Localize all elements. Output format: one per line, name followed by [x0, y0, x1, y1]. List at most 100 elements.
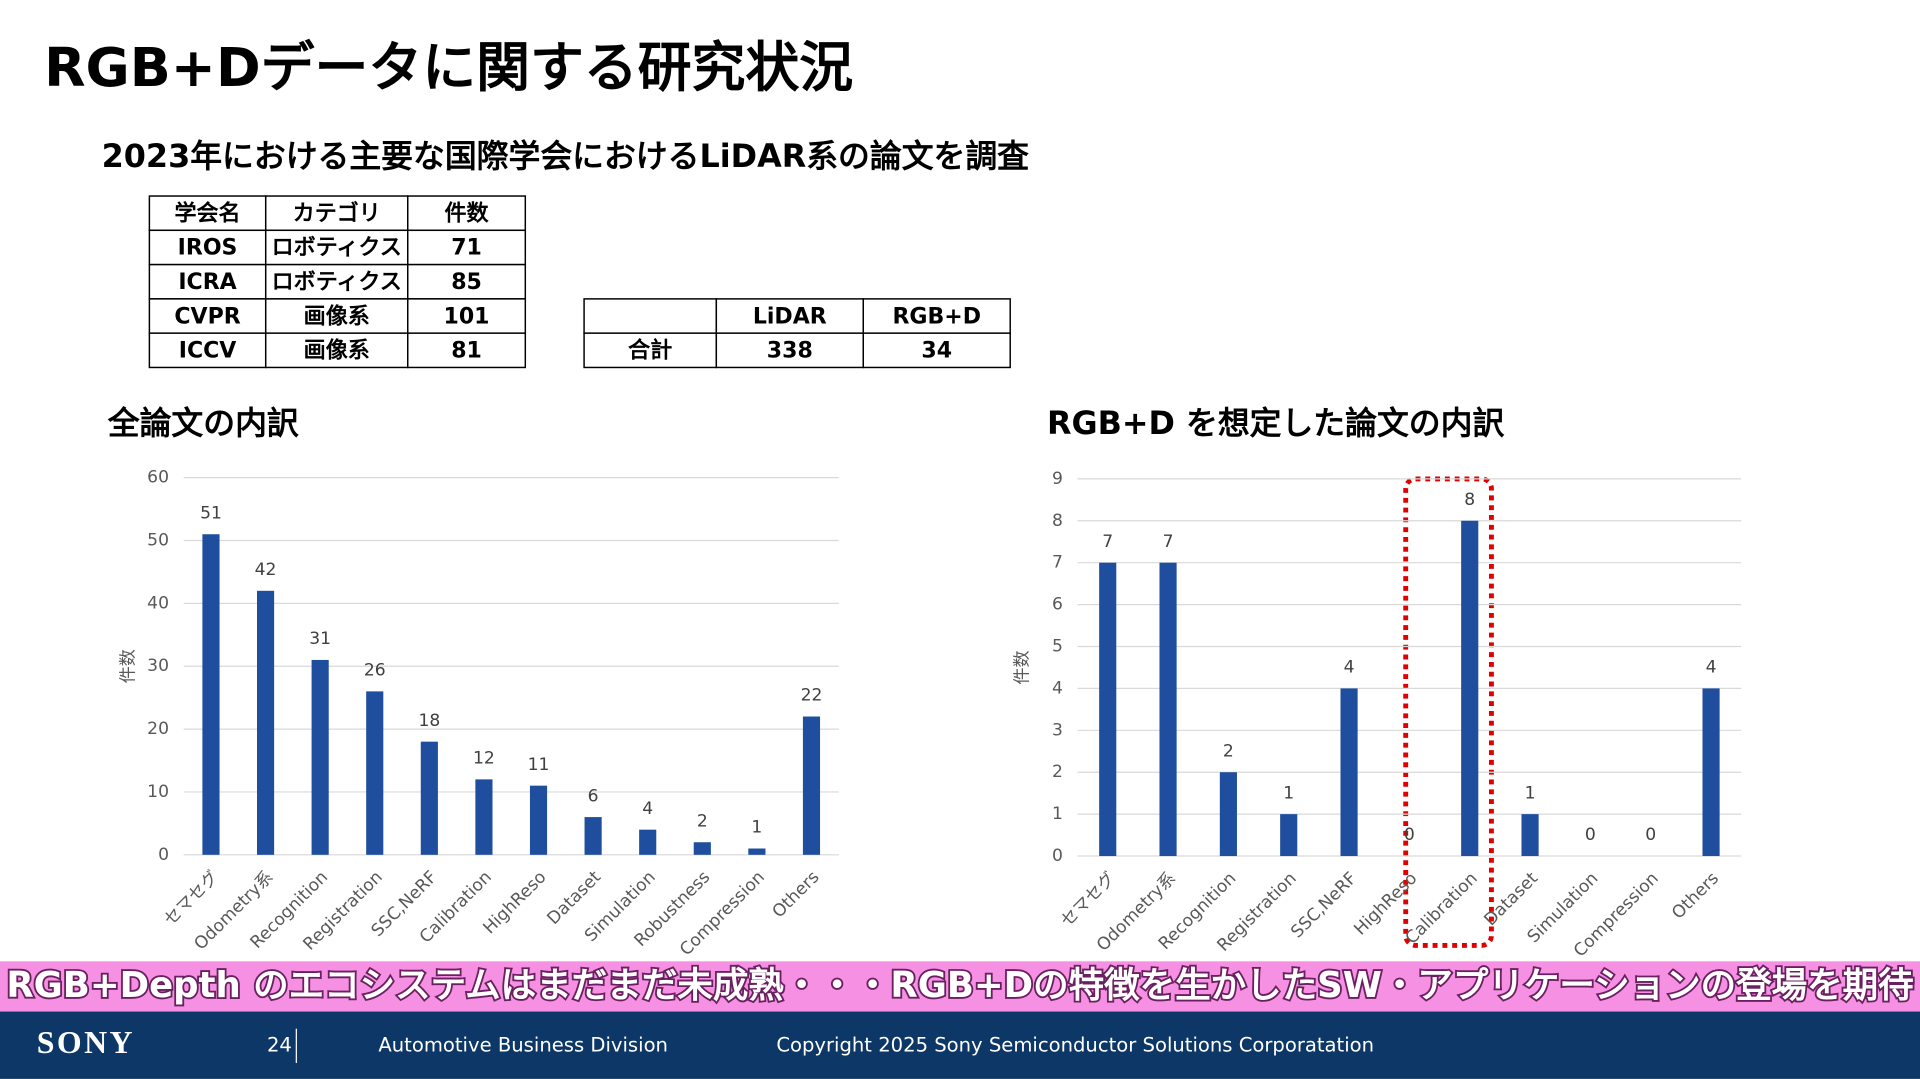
- cell-text: 画像系: [304, 338, 370, 364]
- cell-text: カテゴリ: [293, 200, 381, 226]
- y-tick-label: 40: [147, 593, 169, 613]
- data-label: 7: [1163, 532, 1174, 552]
- data-label: 42: [255, 560, 277, 580]
- data-label: 1: [1283, 783, 1294, 803]
- bar: [1340, 688, 1358, 857]
- bar: [366, 691, 384, 855]
- data-label: 0: [1585, 825, 1596, 845]
- cell-text: ロボティクス: [272, 270, 402, 295]
- data-label: 26: [364, 661, 386, 681]
- table-cell: [407, 229, 527, 266]
- cell-text: ICRA: [178, 270, 236, 295]
- bar: [802, 716, 821, 855]
- table-cell: [148, 332, 267, 369]
- cell-text: 81: [451, 339, 482, 364]
- data-label: 31: [309, 629, 331, 649]
- chart-title: RGB+D を想定した論文の内訳: [1047, 404, 1505, 442]
- cell-text: 学会名: [174, 200, 240, 226]
- banner-text: RGB+Depth のエコシステムはまだまだ未成熟・・・RGB+Dの特徴を生かし…: [6, 965, 1913, 1006]
- bar: [748, 848, 766, 855]
- cell-text: ロボティクス: [272, 236, 402, 261]
- bar: [202, 534, 220, 855]
- cell-text: LiDAR: [753, 304, 827, 329]
- cell-text: CVPR: [174, 304, 240, 329]
- cell-text: 85: [451, 270, 482, 295]
- x-tick-label: Others: [769, 867, 824, 922]
- data-label: 6: [588, 786, 599, 806]
- data-label: 2: [697, 811, 708, 831]
- highlight-box: [1403, 476, 1494, 948]
- banner-bg: [0, 961, 1920, 1012]
- footer-bg: [0, 1011, 1920, 1079]
- cell-text: 34: [921, 339, 952, 364]
- table-cell: [715, 332, 864, 369]
- y-tick-label: 7: [1052, 553, 1063, 573]
- x-tick-label: Others: [1668, 868, 1723, 923]
- brand: SONY: [37, 1025, 135, 1060]
- data-label: 12: [473, 749, 495, 769]
- y-tick-label: 30: [147, 656, 169, 676]
- table-cell: [862, 332, 1011, 369]
- y-tick-label: 10: [147, 782, 169, 802]
- data-label: 8: [1464, 490, 1475, 510]
- bar: [475, 779, 493, 855]
- y-tick-label: 6: [1052, 595, 1063, 615]
- bar: [529, 785, 548, 855]
- chart-title: 全論文の内訳: [107, 404, 299, 442]
- y-tick-label: 5: [1052, 637, 1063, 657]
- table-cell: [407, 332, 527, 369]
- data-label: 1: [751, 818, 762, 838]
- y-axis-label: 件数: [119, 649, 139, 683]
- data-label: 1: [1525, 783, 1536, 803]
- y-tick-label: 1: [1052, 804, 1063, 824]
- division: Automotive Business Division: [378, 1033, 668, 1056]
- cell-text: IROS: [178, 236, 238, 261]
- bar: [1280, 814, 1298, 857]
- y-axis-label: 件数: [1012, 650, 1032, 684]
- bar: [311, 659, 329, 855]
- data-label: 0: [1645, 825, 1656, 845]
- bar: [1099, 562, 1117, 857]
- subtitle: 2023年における主要な国際学会におけるLiDAR系の論文を調査: [102, 137, 1030, 175]
- data-label: 0: [1404, 825, 1415, 845]
- x-tick-label: SSC,NeRF: [1287, 869, 1361, 943]
- data-label: 7: [1102, 532, 1113, 552]
- copyright: Copyright 2025 Sony Semiconductor Soluti…: [776, 1033, 1374, 1056]
- bar: [1219, 772, 1237, 857]
- cell-text: 合計: [628, 338, 672, 364]
- cell-text: RGB+D: [892, 304, 981, 329]
- y-tick-label: 0: [158, 845, 169, 865]
- table-cell: [264, 298, 409, 334]
- table-cell: [264, 332, 409, 369]
- data-label: 4: [642, 799, 653, 819]
- table-cell: [264, 229, 409, 266]
- bar: [639, 829, 657, 855]
- cell-text: 71: [451, 236, 482, 261]
- y-tick-label: 20: [147, 719, 169, 739]
- data-label: 11: [528, 755, 550, 775]
- cell-text: ICCV: [179, 339, 237, 364]
- bar: [1461, 520, 1479, 857]
- y-tick-label: 8: [1052, 511, 1063, 531]
- table-cell: [264, 195, 409, 232]
- data-label: 4: [1706, 658, 1717, 678]
- y-tick-label: 9: [1052, 469, 1063, 489]
- table-cell: [407, 195, 527, 232]
- data-label: 51: [200, 503, 222, 523]
- bar: [1702, 688, 1720, 857]
- y-tick-label: 3: [1052, 720, 1063, 740]
- y-tick-label: 4: [1052, 678, 1063, 698]
- cell-text: 338: [767, 339, 813, 364]
- data-label: 2: [1223, 741, 1234, 761]
- y-tick-label: 0: [1052, 846, 1063, 866]
- bar: [1521, 814, 1539, 857]
- table-cell: [407, 298, 527, 334]
- table-cell: [862, 298, 1011, 334]
- table-cell: [715, 298, 864, 334]
- bar: [693, 842, 711, 855]
- cell-text: 101: [444, 304, 490, 329]
- y-tick-label: 50: [147, 531, 169, 551]
- cell-text: 件数: [444, 200, 489, 226]
